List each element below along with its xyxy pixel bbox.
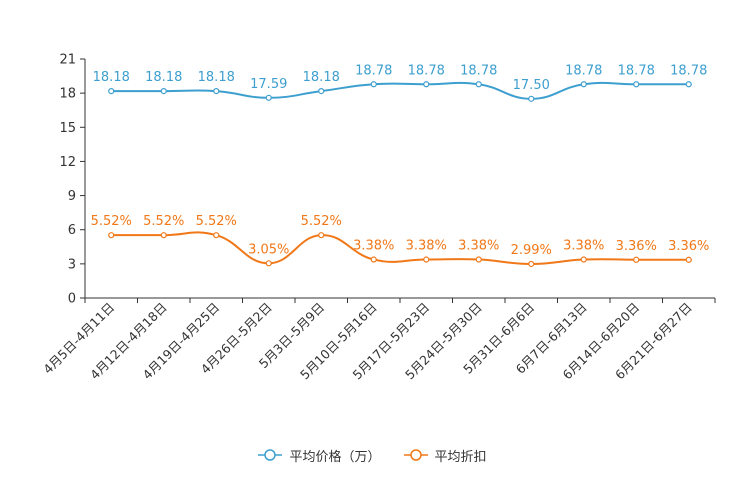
y-tick-label: 21	[59, 53, 76, 68]
chart-legend: 平均价格（万） 平均折扣	[0, 443, 744, 467]
data-point	[265, 94, 272, 101]
data-point	[685, 256, 692, 263]
data-point	[213, 232, 220, 239]
data-point	[580, 256, 587, 263]
legend-discount-marker-icon	[403, 449, 428, 461]
y-tick-label: 9	[68, 189, 76, 204]
legend-price-marker-icon	[258, 449, 283, 461]
data-label: 3.38%	[458, 239, 499, 254]
data-point	[108, 232, 115, 239]
legend-price-label: 平均价格（万）	[289, 449, 381, 465]
data-label: 3.38%	[353, 239, 394, 254]
data-point	[423, 81, 430, 88]
data-label: 3.05%	[248, 242, 289, 257]
data-label: 3.38%	[406, 239, 447, 254]
data-label: 5.52%	[143, 214, 184, 229]
legend-discount-label: 平均折扣	[434, 449, 487, 465]
y-tick-label: 15	[59, 121, 76, 136]
data-label: 18.78	[670, 63, 707, 78]
data-point	[160, 87, 167, 95]
data-label: 18.18	[198, 70, 235, 85]
y-tick-label: 6	[68, 223, 76, 238]
y-tick-label: 12	[59, 155, 76, 170]
data-label: 18.78	[408, 63, 445, 78]
legend-item-discount[interactable]: 平均折扣	[403, 446, 487, 465]
data-label: 18.78	[618, 63, 655, 78]
y-tick-label: 18	[59, 87, 76, 102]
data-label: 17.59	[250, 77, 287, 92]
data-point	[580, 81, 587, 88]
data-label: 18.78	[565, 63, 602, 78]
data-label: 18.78	[460, 63, 497, 78]
data-point	[213, 87, 220, 95]
data-label: 5.52%	[196, 214, 237, 229]
data-point	[108, 87, 115, 95]
y-tick-label: 0	[68, 292, 76, 307]
data-point	[685, 81, 692, 88]
y-tick-label: 3	[68, 257, 76, 272]
data-point	[318, 87, 325, 95]
data-label: 17.50	[513, 78, 550, 93]
data-point	[633, 81, 640, 88]
data-label: 3.36%	[616, 239, 657, 254]
data-label: 18.18	[93, 70, 130, 85]
series-line-price	[111, 81, 689, 100]
legend-item-price[interactable]: 平均价格（万）	[257, 446, 381, 465]
data-label: 18.78	[355, 63, 392, 78]
data-label: 3.38%	[563, 239, 604, 254]
data-label: 3.36%	[668, 239, 709, 254]
data-point	[475, 81, 482, 88]
data-point	[370, 256, 377, 263]
data-point	[423, 256, 430, 263]
data-point	[475, 256, 482, 263]
data-label: 2.99%	[511, 243, 552, 258]
data-point	[265, 260, 272, 267]
data-point	[318, 232, 325, 239]
data-point	[160, 232, 167, 239]
data-label: 5.52%	[301, 214, 342, 229]
line-chart: 0369121518214月5日-4月11日4月12日-4月18日4月19日-4…	[40, 53, 716, 382]
data-point	[633, 256, 640, 263]
data-point	[370, 81, 377, 88]
data-label: 5.52%	[91, 214, 132, 229]
data-point	[528, 260, 535, 268]
data-label: 18.18	[303, 70, 340, 85]
data-label: 18.18	[145, 70, 182, 85]
data-point	[528, 95, 535, 102]
